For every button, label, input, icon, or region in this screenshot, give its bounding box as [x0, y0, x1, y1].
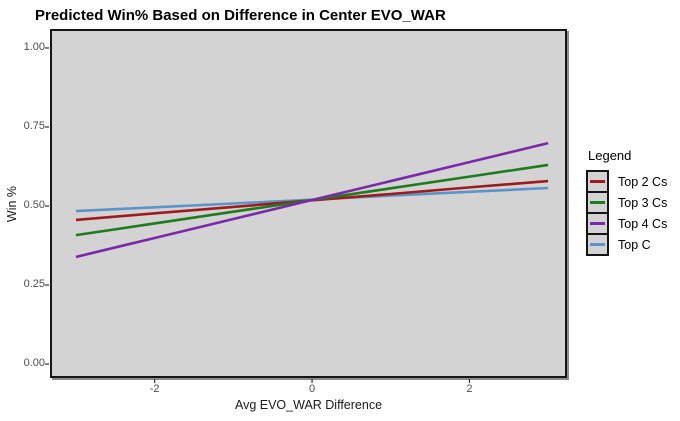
legend-key-box — [586, 191, 609, 214]
y-tick-label: 0.50 — [23, 199, 45, 212]
x-axis-label: Avg EVO_WAR Difference — [234, 398, 383, 412]
legend-line-swatch — [590, 180, 605, 183]
legend-line-swatch — [590, 222, 605, 225]
y-tick-label: 0.25 — [23, 278, 45, 291]
x-tick-label: -2 — [149, 383, 160, 395]
legend-key-box — [586, 212, 609, 235]
legend-key-box — [586, 233, 609, 256]
legend-item-label: Top 3 Cs — [618, 195, 668, 210]
legend-item: Top 2 Cs — [586, 170, 667, 193]
legend-item: Top C — [586, 233, 667, 256]
legend-item-label: Top 2 Cs — [618, 174, 668, 189]
y-tick-label: 0.00 — [23, 357, 45, 370]
legend-line-swatch — [590, 201, 605, 204]
legend-item: Top 3 Cs — [586, 191, 667, 214]
y-axis-label: Win % — [5, 185, 19, 223]
legend-title: Legend — [588, 148, 632, 163]
x-tick-label: 0 — [308, 383, 316, 395]
chart-title: Predicted Win% Based on Difference in Ce… — [35, 7, 446, 24]
x-tick-label: 2 — [466, 383, 473, 395]
plot-panel — [50, 29, 567, 378]
legend-key-box — [586, 170, 609, 193]
legend: Legend Top 2 Cs Top 3 Cs Top 4 Cs Top C — [586, 148, 667, 256]
y-tick-label: 0.75 — [23, 119, 45, 132]
legend-item-label: Top 4 Cs — [618, 216, 668, 231]
y-tick-label: 1.00 — [23, 40, 45, 53]
legend-line-swatch — [590, 243, 605, 246]
legend-item: Top 4 Cs — [586, 212, 667, 235]
legend-items: Top 2 Cs Top 3 Cs Top 4 Cs Top C — [586, 170, 667, 256]
legend-item-label: Top C — [618, 237, 651, 252]
